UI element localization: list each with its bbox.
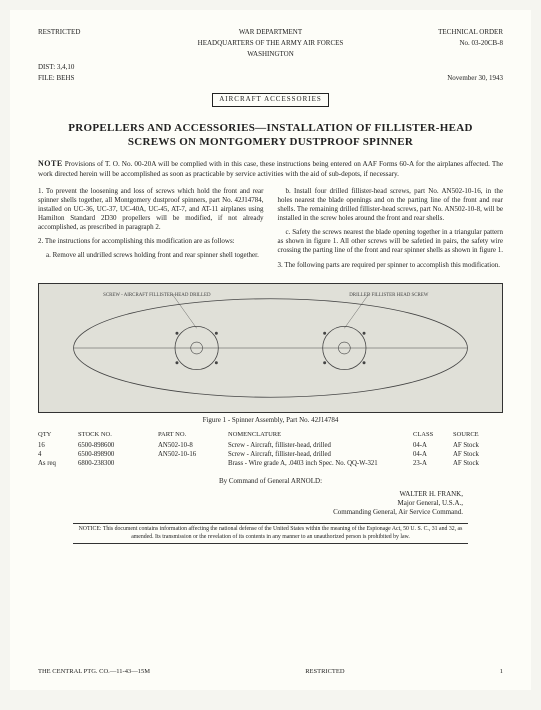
header-row-4: DIST: 3,4,10 [38, 63, 503, 72]
table-header: QTY STOCK NO. PART NO. NOMENCLATURE CLAS… [38, 431, 503, 439]
para-3: 3. The following parts are required per … [278, 261, 504, 270]
header-blank-3 [403, 50, 503, 59]
figure-caption: Figure 1 - Spinner Assembly, Part No. 42… [38, 416, 503, 425]
body-columns: 1. To prevent the loosening and loss of … [38, 187, 503, 275]
header-blank-2 [38, 50, 138, 59]
header-blank-4 [138, 63, 403, 72]
note-block: NOTE Provisions of T. O. No. 00-20A will… [38, 159, 503, 179]
document-page: RESTRICTED WAR DEPARTMENT TECHNICAL ORDE… [10, 10, 531, 690]
para-2a: a. Remove all undrilled screws holding f… [38, 251, 264, 260]
para-2b: b. Install four drilled fillister-head s… [278, 187, 504, 223]
title-line-2: SCREWS ON MONTGOMERY DUSTPROOF SPINNER [38, 135, 503, 149]
td-qty: As req [38, 460, 78, 469]
header-row-5: FILE: BEHS November 30, 1943 [38, 74, 503, 83]
col-right: b. Install four drilled fillister-head s… [278, 187, 504, 275]
th-part: PART NO. [158, 431, 228, 439]
header-row-1: RESTRICTED WAR DEPARTMENT TECHNICAL ORDE… [38, 28, 503, 37]
td-nom: Brass - Wire grade A, .0403 inch Spec. N… [228, 460, 413, 469]
header-dist: DIST: 3,4,10 [38, 63, 138, 72]
category-wrap: AIRCRAFT ACCESSORIES [38, 85, 503, 114]
th-qty: QTY [38, 431, 78, 439]
footer-left: THE CENTRAL PTG. CO.—11-43—15M [38, 668, 150, 676]
td-source: AF Stock [453, 442, 503, 451]
footer-center: RESTRICTED [305, 668, 344, 676]
sig-title: Commanding General, Air Service Command. [38, 508, 463, 517]
svg-text:DRILLED FILLISTER HEAD SCREW: DRILLED FILLISTER HEAD SCREW [349, 292, 429, 297]
td-class: 04-A [413, 451, 453, 460]
note-text: Provisions of T. O. No. 00-20A will be c… [38, 160, 503, 177]
notice-block: NOTICE: This document contains informati… [73, 523, 468, 544]
header-date: November 30, 1943 [403, 74, 503, 83]
header-restricted: RESTRICTED [38, 28, 138, 37]
td-qty: 16 [38, 442, 78, 451]
td-stock: 6800-238300 [78, 460, 158, 469]
header-to-label: TECHNICAL ORDER [403, 28, 503, 37]
sig-command: By Command of General ARNOLD: [38, 477, 503, 486]
doc-title: PROPELLERS AND ACCESSORIES—INSTALLATION … [38, 121, 503, 150]
header-to-no: No. 03-20CB-8 [403, 39, 503, 48]
th-stock: STOCK NO. [78, 431, 158, 439]
page-footer: THE CENTRAL PTG. CO.—11-43—15M RESTRICTE… [38, 668, 503, 676]
para-2: 2. The instructions for accomplishing th… [38, 237, 264, 246]
figure-1: SCREW - AIRCRAFT FILLISTER-HEAD DRILLED … [38, 283, 503, 425]
table-row: 4 6500-898900 AN502-10-16 Screw - Aircra… [38, 451, 503, 460]
td-stock: 6500-898900 [78, 451, 158, 460]
td-qty: 4 [38, 451, 78, 460]
para-1: 1. To prevent the loosening and loss of … [38, 187, 264, 232]
header-blank-1 [38, 39, 138, 48]
figure-image: SCREW - AIRCRAFT FILLISTER-HEAD DRILLED … [38, 283, 503, 413]
footer-right: 1 [500, 668, 503, 676]
td-nom: Screw - Aircraft, fillister-head, drille… [228, 451, 413, 460]
note-label: NOTE [38, 159, 63, 168]
title-line-1: PROPELLERS AND ACCESSORIES—INSTALLATION … [38, 121, 503, 135]
header-file: FILE: BEHS [38, 74, 138, 83]
td-nom: Screw - Aircraft, fillister-head, drille… [228, 442, 413, 451]
sig-name: WALTER H. FRANK, [38, 490, 463, 499]
td-class: 04-A [413, 442, 453, 451]
table-row: 16 6500-898600 AN502-10-8 Screw - Aircra… [38, 442, 503, 451]
header-dept: WAR DEPARTMENT [138, 28, 403, 37]
header-hq: HEADQUARTERS OF THE ARMY AIR FORCES [138, 39, 403, 48]
category-box: AIRCRAFT ACCESSORIES [212, 93, 329, 106]
header-row-2: HEADQUARTERS OF THE ARMY AIR FORCES No. … [38, 39, 503, 48]
header-row-3: WASHINGTON [38, 50, 503, 59]
sig-rank: Major General, U.S.A., [38, 499, 463, 508]
signature-block: By Command of General ARNOLD: WALTER H. … [38, 477, 503, 517]
td-class: 23-A [413, 460, 453, 469]
col-left: 1. To prevent the loosening and loss of … [38, 187, 264, 275]
td-source: AF Stock [453, 460, 503, 469]
header-blank-5 [403, 63, 503, 72]
header-blank-6 [138, 74, 403, 83]
th-class: CLASS [413, 431, 453, 439]
td-source: AF Stock [453, 451, 503, 460]
spinner-diagram-svg: SCREW - AIRCRAFT FILLISTER-HEAD DRILLED … [39, 284, 502, 412]
svg-text:SCREW - AIRCRAFT FILLISTER-HEA: SCREW - AIRCRAFT FILLISTER-HEAD DRILLED [103, 292, 211, 297]
th-nom: NOMENCLATURE [228, 431, 413, 439]
header-city: WASHINGTON [138, 50, 403, 59]
th-source: SOURCE [453, 431, 503, 439]
td-stock: 6500-898600 [78, 442, 158, 451]
td-part: AN502-10-16 [158, 451, 228, 460]
td-part: AN502-10-8 [158, 442, 228, 451]
para-2c: c. Safety the screws nearest the blade o… [278, 228, 504, 255]
table-row: As req 6800-238300 Brass - Wire grade A,… [38, 460, 503, 469]
td-part [158, 460, 228, 469]
parts-table: QTY STOCK NO. PART NO. NOMENCLATURE CLAS… [38, 431, 503, 469]
